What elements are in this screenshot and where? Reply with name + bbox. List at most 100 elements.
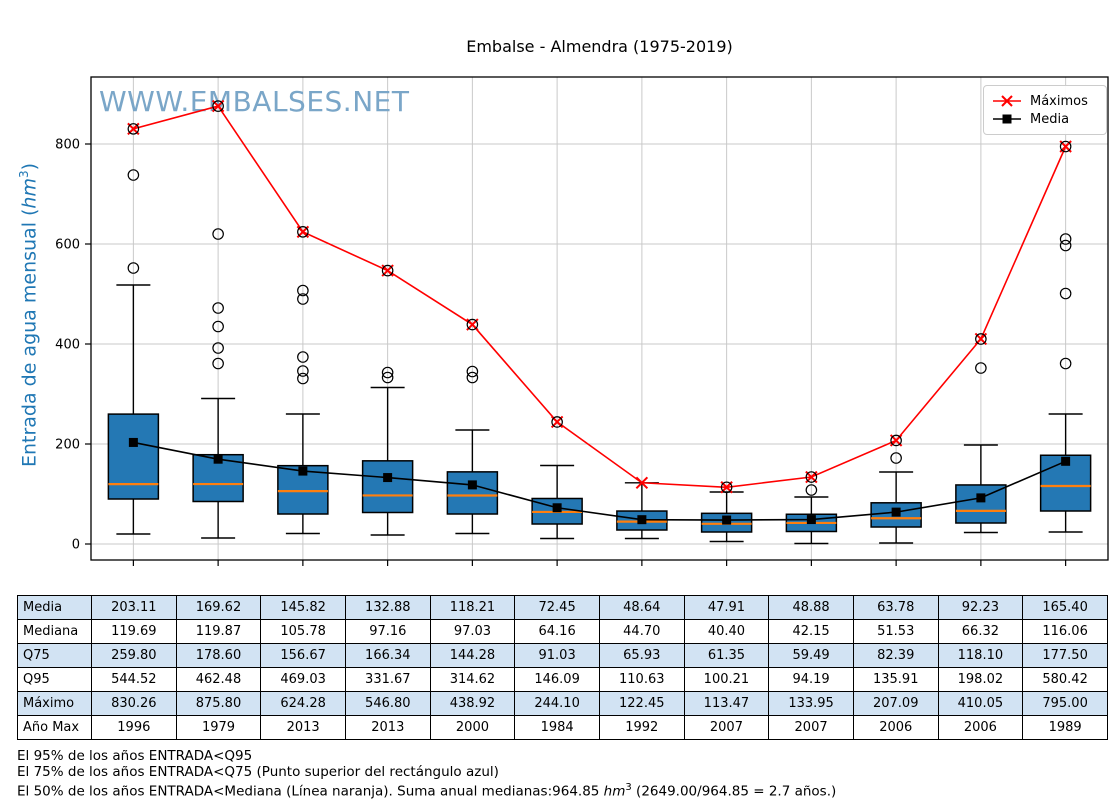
footnote-mediana-part: 3 [625, 782, 632, 793]
footnote-mediana-part: hm [603, 783, 626, 800]
stat-cell: 1984 [514, 715, 600, 740]
stat-cell: 1979 [175, 715, 262, 740]
y-tick-label: 400 [55, 338, 80, 353]
stat-cell: 47.91 [683, 595, 770, 620]
outlier-circle [805, 471, 818, 483]
stat-cell: 51.53 [852, 619, 939, 644]
stats-row: Media 203.11 169.62 145.82 132.88 118.21 72.45… [17, 595, 1108, 620]
stat-cell: 97.16 [344, 619, 431, 644]
stat-cell: 156.67 [260, 643, 346, 668]
legend-label-media: Media [1030, 111, 1070, 127]
stat-cell: 65.93 [598, 643, 685, 668]
y-tick-label: 0 [72, 538, 80, 553]
row-header: Q95 [17, 667, 92, 692]
watermark: WWW.EMBALSES.NET [99, 85, 410, 118]
footnote-mediana-part: El 50% de los años ENTRADA<Mediana (Líne… [17, 783, 604, 800]
stat-cell: 92.23 [937, 595, 1024, 620]
mean-marker [213, 454, 223, 464]
stat-cell: 44.70 [598, 619, 685, 644]
outlier-circle [1059, 287, 1072, 300]
outlier-circle [466, 318, 479, 331]
box [446, 471, 499, 515]
outlier-circle [127, 123, 140, 135]
stat-cell: 2006 [937, 715, 1024, 740]
stat-cell: 48.64 [598, 595, 685, 620]
stat-cell: 2006 [852, 715, 939, 740]
mean-marker [383, 473, 393, 483]
maximos-line [133, 105, 1067, 489]
stat-cell: 118.10 [937, 643, 1024, 668]
stat-cell: 469.03 [260, 667, 346, 692]
stat-cell: 462.48 [175, 667, 262, 692]
outlier-circle [381, 366, 394, 379]
outlier-circle [890, 452, 902, 464]
stat-cell: 116.06 [1022, 619, 1108, 644]
stat-cell: 795.00 [1022, 691, 1108, 716]
stat-cell: 119.69 [91, 619, 177, 644]
row-header: Año Max [17, 715, 92, 740]
stats-row: Máximo 830.26 875.80 624.28 546.80 438.92 244.… [17, 691, 1108, 716]
outlier-circle [975, 333, 987, 345]
stat-cell: 100.21 [683, 667, 770, 692]
footnote-q95: El 95% de los años ENTRADA<Q95 [17, 748, 253, 764]
stat-cell: 145.82 [260, 595, 346, 620]
outlier-circle [975, 362, 987, 374]
stat-cell: 48.88 [768, 595, 854, 620]
stat-cell: 177.50 [1022, 643, 1108, 668]
stat-cell: 42.15 [768, 619, 854, 644]
stat-cell: 63.78 [852, 595, 939, 620]
outlier-circle [297, 365, 309, 377]
maximos-line-icon [993, 95, 1021, 107]
outlier-circle [212, 228, 224, 240]
outlier-circle [297, 284, 309, 297]
stat-cell: 438.92 [429, 691, 516, 716]
stat-cell: 198.02 [937, 667, 1024, 692]
media-line-icon [993, 114, 1021, 124]
stat-cell: 135.91 [852, 667, 939, 692]
stat-cell: 314.62 [429, 667, 516, 692]
media-line [133, 441, 1066, 521]
box [361, 460, 414, 514]
stat-cell: 166.34 [344, 643, 431, 668]
stat-cell: 110.63 [598, 667, 685, 692]
mean-marker [128, 437, 138, 447]
outlier-circle [297, 351, 309, 363]
stat-cell: 1989 [1022, 715, 1108, 740]
chart-title: Embalse - Almendra (1975-2019) [466, 37, 733, 56]
y-tick-label: 600 [55, 238, 80, 253]
mean-marker [976, 493, 986, 503]
stat-cell: 97.03 [429, 619, 516, 644]
stat-cell: 580.42 [1022, 667, 1108, 692]
stat-cell: 544.52 [91, 667, 177, 692]
stat-cell: 331.67 [344, 667, 431, 692]
stat-cell: 144.28 [429, 643, 516, 668]
stats-row: Mediana 119.69 119.87 105.78 97.16 97.03 64.16… [17, 619, 1108, 644]
stat-cell: 132.88 [344, 595, 431, 620]
mean-marker [552, 503, 562, 513]
outlier-circle [127, 169, 140, 181]
row-header: Q75 [17, 643, 92, 668]
outlier-circle [297, 226, 309, 238]
stat-cell: 410.05 [937, 691, 1024, 716]
stat-cell: 624.28 [260, 691, 346, 716]
legend: Máximos Media [983, 85, 1107, 135]
box [955, 484, 1007, 524]
outlier-circle [1059, 140, 1072, 153]
footnote-q75: El 75% de los años ENTRADA<Q75 (Punto su… [17, 764, 499, 780]
stat-cell: 165.40 [1022, 595, 1108, 620]
footnote-mediana-part: (2649.00/964.85 = 2.7 años.) [631, 783, 837, 800]
stat-cell: 105.78 [260, 619, 346, 644]
stat-cell: 203.11 [91, 595, 177, 620]
mean-marker [637, 515, 647, 525]
y-tick-label: 200 [55, 438, 80, 453]
stat-cell: 113.47 [683, 691, 770, 716]
stat-cell: 207.09 [852, 691, 939, 716]
outlier-circle [297, 293, 309, 305]
outlier-circle [1059, 233, 1072, 245]
outlier-circle [212, 100, 224, 112]
stat-cell: 546.80 [344, 691, 431, 716]
box [107, 413, 160, 500]
stats-row: Q95 544.52 462.48 469.03 331.67 314.62 146.09 1… [17, 667, 1108, 692]
outlier-circle [381, 264, 394, 277]
